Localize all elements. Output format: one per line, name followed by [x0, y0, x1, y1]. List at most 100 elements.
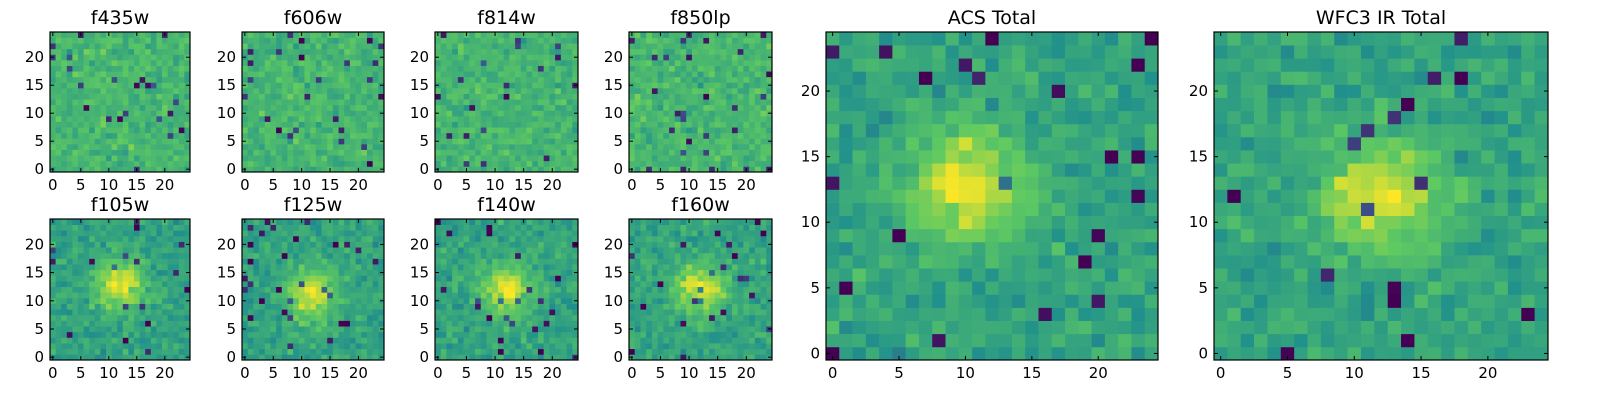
- heatmap-cell: [298, 224, 305, 231]
- heatmap-cell: [100, 48, 107, 55]
- heatmap-cell: [737, 309, 744, 316]
- heatmap-cells: [50, 32, 191, 173]
- heatmap-cell: [440, 269, 447, 276]
- heatmap-cell: [162, 264, 168, 271]
- heatmap-cell: [50, 314, 56, 321]
- heatmap-cell: [89, 93, 96, 100]
- heatmap-cell: [452, 331, 459, 338]
- heatmap-cell: [145, 230, 152, 237]
- heatmap-cell: [167, 292, 174, 299]
- heatmap-cell: [726, 99, 733, 106]
- heatmap-cell: [629, 314, 636, 321]
- heatmap-cell: [446, 309, 453, 316]
- heatmap-cell: [726, 138, 733, 145]
- heatmap-cell: [287, 48, 294, 55]
- heatmap-cell: [89, 48, 96, 55]
- heatmap-cell: [162, 224, 168, 231]
- heatmap-cell: [276, 241, 283, 248]
- heatmap-cell: [497, 37, 504, 44]
- heatmap-cell: [691, 32, 698, 38]
- heatmap-cell: [150, 88, 157, 94]
- heatmap-cell: [503, 132, 510, 139]
- heatmap-cell: [457, 230, 464, 237]
- heatmap-cell: [492, 99, 499, 106]
- heatmap-cell: [173, 224, 180, 231]
- heatmap-cell: [293, 88, 300, 94]
- heatmap-cell: [452, 252, 459, 259]
- heatmap-cell: [440, 281, 447, 288]
- heatmap-cell: [315, 155, 322, 162]
- heatmap-cell: [543, 331, 550, 338]
- heatmap-cell: [646, 138, 653, 145]
- heatmap-cell: [532, 32, 539, 38]
- heatmap-cell: [253, 281, 260, 288]
- x-tick-label: 5: [268, 176, 278, 194]
- heatmap-cell: [156, 230, 163, 237]
- heatmap-cell: [321, 224, 328, 231]
- heatmap-cell: [691, 331, 698, 338]
- heatmap-cell: [145, 138, 152, 145]
- heatmap-cell: [61, 155, 68, 162]
- heatmap-cell: [520, 286, 527, 293]
- heatmap-cell: [566, 48, 573, 55]
- heatmap-cell: [378, 132, 385, 139]
- heatmap-cell: [709, 82, 716, 89]
- heatmap-cell: [55, 258, 62, 265]
- heatmap-cell: [555, 37, 562, 44]
- y-tick-label: 20: [410, 48, 429, 66]
- heatmap-cell: [766, 309, 773, 316]
- heatmap-cell: [515, 88, 522, 94]
- heatmap-cell: [100, 286, 107, 293]
- heatmap-cell: [184, 281, 191, 288]
- heatmap-cell: [349, 224, 356, 231]
- heatmap-cell: [566, 264, 573, 271]
- heatmap-cell: [446, 331, 453, 338]
- heatmap-cell: [549, 99, 556, 106]
- heatmap-cell: [83, 76, 90, 83]
- heatmap-cell: [680, 104, 687, 111]
- heatmap-cell: [509, 48, 516, 55]
- heatmap-cell: [749, 326, 756, 333]
- heatmap-cell: [543, 343, 550, 350]
- heatmap-cell: [321, 144, 328, 150]
- heatmap-cell: [167, 110, 174, 117]
- heatmap-cell: [78, 110, 84, 117]
- heatmap-cell: [737, 343, 744, 350]
- heatmap-cell: [106, 230, 112, 237]
- heatmap-cell: [452, 230, 459, 237]
- heatmap-cell: [697, 93, 704, 100]
- heatmap-cell: [184, 32, 191, 38]
- heatmap-cell: [150, 43, 157, 50]
- heatmap-cell: [549, 348, 556, 355]
- heatmap-cell: [173, 326, 180, 333]
- heatmap-cell: [184, 48, 191, 55]
- heatmap-cell: [754, 121, 761, 128]
- heatmap-cell: [150, 314, 157, 321]
- heatmap-cell: [315, 343, 322, 350]
- heatmap-cell: [173, 116, 180, 122]
- heatmap-cell: [315, 48, 322, 55]
- heatmap-cell: [686, 337, 693, 344]
- heatmap-cell: [686, 121, 693, 128]
- heatmap-cell: [480, 54, 487, 61]
- heatmap-cell: [304, 37, 311, 44]
- heatmap-cell: [150, 127, 157, 134]
- heatmap-cell: [378, 303, 385, 310]
- heatmap-cell: [555, 71, 562, 78]
- heatmap-cell: [315, 43, 322, 50]
- heatmap-cell: [543, 82, 550, 89]
- heatmap-cell: [709, 166, 716, 173]
- heatmap-cell: [61, 71, 68, 78]
- heatmap-cell: [134, 71, 140, 78]
- heatmap-cell: [566, 348, 573, 355]
- heatmap-cell: [156, 331, 163, 338]
- heatmap-cell: [162, 252, 168, 259]
- heatmap-cell: [640, 286, 647, 293]
- heatmap-cell: [106, 275, 112, 282]
- heatmap-cell: [497, 48, 504, 55]
- heatmap-cell: [162, 76, 168, 83]
- heatmap-cell: [446, 93, 453, 100]
- heatmap-cell: [566, 71, 573, 78]
- heatmap-cell: [89, 149, 96, 156]
- heatmap-cell: [344, 32, 351, 38]
